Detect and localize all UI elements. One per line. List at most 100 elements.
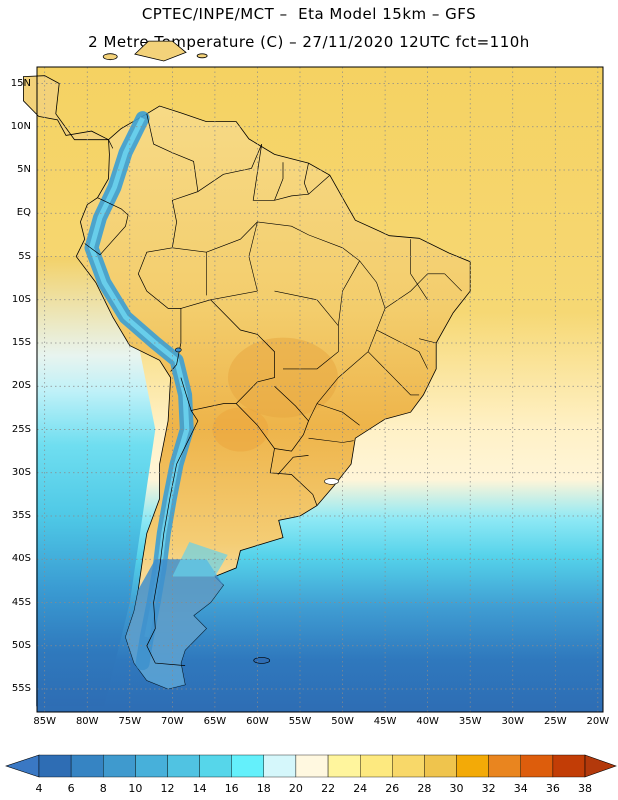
longitude-label: 40W (416, 716, 439, 727)
colorbar-swatch (263, 754, 297, 778)
colorbar-label: 6 (67, 782, 75, 795)
colorbar-swatch (102, 754, 136, 778)
colorbar-swatch (135, 754, 168, 778)
colorbar-label: 20 (288, 782, 303, 795)
longitude-label: 55W (288, 716, 312, 727)
colorbar-swatch (456, 754, 489, 778)
puerto-rico (196, 53, 208, 59)
latitude-label: 35S (11, 510, 31, 521)
longitude-label: 35W (458, 716, 482, 727)
latitude-label: 10S (11, 293, 31, 305)
latitude-label: 40S (11, 553, 31, 565)
latitude-label: 10N (10, 120, 31, 132)
colorbar-under-arrow (5, 754, 40, 778)
colorbar-label: 22 (321, 782, 336, 795)
country-border (197, 143, 331, 201)
colorbar-label: 28 (417, 782, 432, 795)
colorbar-swatch (199, 754, 232, 778)
lake-titicaca (175, 347, 182, 353)
lagoa-dos-patos (324, 478, 339, 485)
longitude-label: 30W (501, 716, 525, 727)
state-border (338, 260, 360, 326)
colorbar-label: 26 (385, 782, 400, 795)
colorbar-label: 18 (256, 782, 271, 795)
latitude-label: 15N (10, 77, 31, 89)
colorbar-swatch (360, 754, 393, 778)
latitude-label: 45S (11, 596, 31, 608)
pacific-ocean (36, 256, 156, 707)
country-border (146, 113, 199, 248)
state-border (316, 403, 360, 426)
latitude-label: 5N (17, 164, 31, 175)
state-border (210, 290, 258, 301)
country-border (269, 448, 318, 506)
longitude-label: 25W (543, 716, 567, 727)
country-border (84, 197, 129, 256)
colorbar-label: 8 (99, 782, 107, 795)
latitude-label: 15S (11, 337, 31, 348)
longitude-label: 80W (75, 716, 99, 727)
country-border (172, 221, 258, 253)
central-america (22, 75, 109, 141)
colorbar-swatch (520, 754, 554, 778)
colorbar-swatch (167, 754, 200, 778)
country-border (137, 247, 182, 372)
state-border (444, 273, 462, 292)
colorbar-swatch (231, 754, 264, 778)
colorbar-swatch (552, 754, 586, 778)
colorbar-swatch (295, 754, 329, 778)
colorbar-swatch (424, 754, 457, 778)
latitude-label: 55S (11, 683, 31, 694)
map-subtitle: 2 Metre Temperature (C) – 27/11/2020 12U… (88, 33, 530, 51)
colorbar-label: 32 (481, 782, 496, 795)
country-border (180, 299, 275, 411)
colorbar-label: 14 (192, 782, 207, 795)
country-border (146, 410, 199, 666)
warm-core (227, 337, 338, 418)
colorbar-swatch (327, 754, 361, 778)
colorbar-label: 10 (128, 782, 143, 795)
longitude-label: 50W (331, 716, 354, 727)
longitude-label: 65W (203, 716, 227, 727)
map-frame (36, 66, 604, 713)
longitude-label: 75W (118, 716, 142, 727)
colorbar-label: 34 (513, 782, 528, 795)
state-border (257, 221, 386, 422)
latitude-label: EQ (16, 207, 31, 219)
country-border (274, 162, 284, 201)
longitude-label: 20W (586, 716, 610, 727)
colorbar-label: 12 (160, 782, 175, 795)
colorbar-swatch (70, 754, 104, 778)
latitude-label: 25S (11, 423, 31, 435)
state-border (410, 239, 428, 300)
colorbar-label: 24 (353, 782, 368, 795)
country-border (277, 455, 309, 475)
colorbar-swatch (38, 754, 72, 778)
longitude-label: 85W (33, 716, 56, 727)
state-border (308, 437, 354, 443)
patagonia-cold-region (125, 559, 224, 689)
longitude-label: 60W (246, 716, 269, 727)
latitude-label: 5S (18, 250, 31, 262)
latitude-label: 30S (11, 466, 31, 478)
colorbar-swatch (488, 754, 521, 778)
latitude-label: 50S (11, 639, 31, 651)
colorbar-label: 16 (224, 782, 239, 795)
colorbar-label: 36 (545, 782, 560, 795)
jamaica (102, 53, 118, 61)
colorbar-label: 4 (35, 782, 43, 795)
longitude-label: 70W (161, 716, 184, 727)
state-border (274, 290, 339, 370)
colorbar-swatch (392, 754, 425, 778)
country-border (235, 386, 309, 452)
colorbar-over-arrow (584, 754, 617, 778)
latitude-label: 20S (11, 380, 31, 392)
colorbar-label: 38 (578, 782, 592, 795)
longitude-label: 45W (373, 716, 397, 727)
state-border (376, 329, 428, 370)
colorbar-label: 30 (449, 782, 464, 795)
hispaniola (134, 40, 187, 62)
country-border (108, 139, 114, 149)
